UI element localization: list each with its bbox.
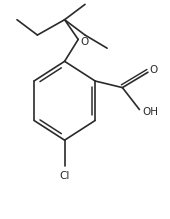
- Text: OH: OH: [143, 107, 159, 117]
- Text: O: O: [150, 65, 158, 75]
- Text: Cl: Cl: [59, 171, 70, 181]
- Text: O: O: [80, 37, 88, 47]
